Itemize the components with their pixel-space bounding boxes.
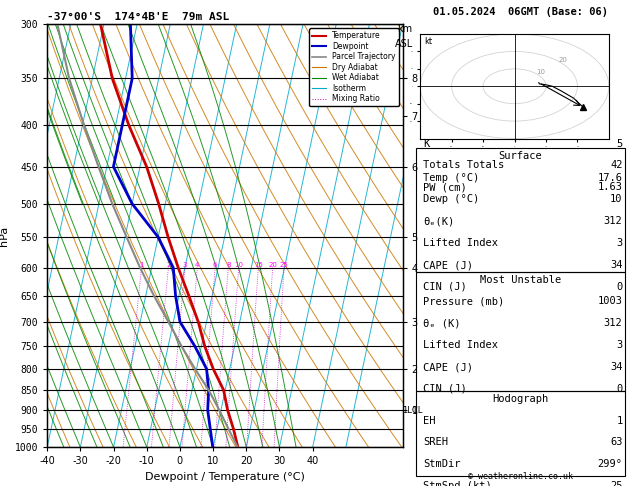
Text: 6: 6 <box>213 262 218 268</box>
Legend: Temperature, Dewpoint, Parcel Trajectory, Dry Adiabat, Wet Adiabat, Isotherm, Mi: Temperature, Dewpoint, Parcel Trajectory… <box>309 28 399 106</box>
Text: SREH: SREH <box>423 437 448 448</box>
Text: 42: 42 <box>610 160 623 171</box>
Text: Hodograph: Hodograph <box>493 394 548 404</box>
Text: EH: EH <box>423 416 435 426</box>
Bar <box>416 272 625 391</box>
Text: 0: 0 <box>616 282 623 292</box>
Text: 3: 3 <box>616 340 623 350</box>
Text: 10: 10 <box>537 69 545 75</box>
Text: 20: 20 <box>268 262 277 268</box>
Text: Most Unstable: Most Unstable <box>480 275 561 285</box>
Text: Totals Totals: Totals Totals <box>423 160 504 171</box>
Text: 1: 1 <box>139 262 144 268</box>
Text: Pressure (mb): Pressure (mb) <box>423 296 504 307</box>
Text: 63: 63 <box>610 437 623 448</box>
Text: 10: 10 <box>234 262 243 268</box>
Text: 312: 312 <box>604 318 623 329</box>
Text: 3: 3 <box>616 238 623 248</box>
Text: -37°00'S  174°4B'E  79m ASL: -37°00'S 174°4B'E 79m ASL <box>47 12 230 22</box>
Text: 312: 312 <box>604 216 623 226</box>
Text: Lifted Index: Lifted Index <box>423 340 498 350</box>
Bar <box>416 148 625 272</box>
Text: 34: 34 <box>610 260 623 270</box>
Text: 4: 4 <box>195 262 199 268</box>
Bar <box>416 391 625 476</box>
Text: 299°: 299° <box>598 459 623 469</box>
X-axis label: Dewpoint / Temperature (°C): Dewpoint / Temperature (°C) <box>145 472 305 482</box>
Text: StmSpd (kt): StmSpd (kt) <box>423 481 492 486</box>
Text: Lifted Index: Lifted Index <box>423 238 498 248</box>
Text: 25: 25 <box>610 481 623 486</box>
Text: Temp (°C): Temp (°C) <box>423 173 479 183</box>
Text: 15: 15 <box>254 262 263 268</box>
Text: 34: 34 <box>610 362 623 372</box>
Text: ASL: ASL <box>395 39 414 49</box>
Text: 5: 5 <box>616 139 623 149</box>
Text: Dewp (°C): Dewp (°C) <box>423 194 479 205</box>
Text: 8: 8 <box>226 262 230 268</box>
Text: 10: 10 <box>610 194 623 205</box>
Text: 1003: 1003 <box>598 296 623 307</box>
Text: 1: 1 <box>616 416 623 426</box>
Text: CAPE (J): CAPE (J) <box>423 362 473 372</box>
Text: 17.6: 17.6 <box>598 173 623 183</box>
Text: PW (cm): PW (cm) <box>423 182 467 192</box>
Text: CAPE (J): CAPE (J) <box>423 260 473 270</box>
Text: CIN (J): CIN (J) <box>423 384 467 394</box>
Text: 1.63: 1.63 <box>598 182 623 192</box>
Text: Surface: Surface <box>499 151 542 161</box>
Text: CIN (J): CIN (J) <box>423 282 467 292</box>
Text: kt: kt <box>424 37 432 46</box>
Text: © weatheronline.co.uk: © weatheronline.co.uk <box>468 472 573 481</box>
Text: 1LCL: 1LCL <box>403 406 423 415</box>
Text: θₑ(K): θₑ(K) <box>423 216 454 226</box>
Text: 20: 20 <box>559 57 567 63</box>
Text: km: km <box>397 24 412 35</box>
Text: 3: 3 <box>183 262 187 268</box>
Text: 0: 0 <box>616 384 623 394</box>
Y-axis label: hPa: hPa <box>0 226 9 246</box>
Text: θₑ (K): θₑ (K) <box>423 318 460 329</box>
Text: 01.05.2024  06GMT (Base: 06): 01.05.2024 06GMT (Base: 06) <box>433 7 608 17</box>
Text: K: K <box>423 139 429 149</box>
Text: 2: 2 <box>166 262 170 268</box>
Text: StmDir: StmDir <box>423 459 460 469</box>
Text: 25: 25 <box>280 262 288 268</box>
